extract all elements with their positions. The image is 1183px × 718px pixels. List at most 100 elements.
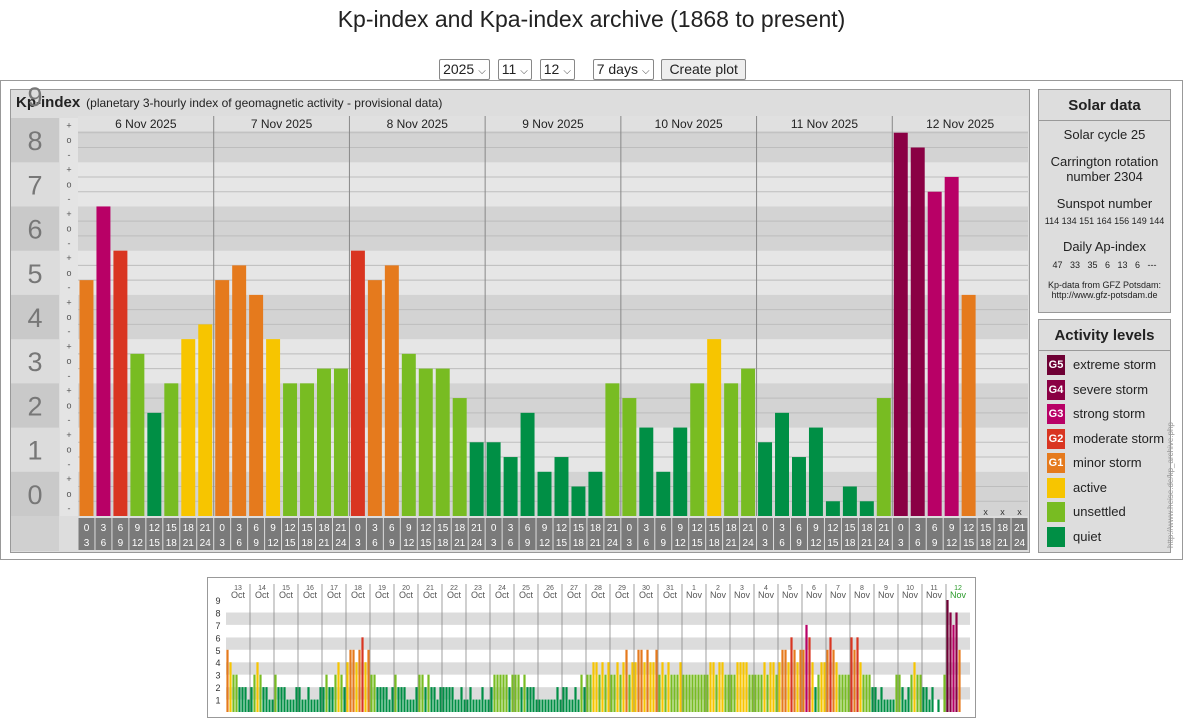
source-link[interactable]: http://www.gfz-potsdam.de xyxy=(1051,290,1158,300)
interval-cell xyxy=(349,518,366,550)
interval-start: 0 xyxy=(219,523,225,534)
interval-cell xyxy=(502,518,519,550)
kp-bar xyxy=(520,412,535,516)
sub-tick-label: - xyxy=(68,504,71,514)
plot-controls: 2025 ⌵ 11 ⌵ 12 ⌵ 7 days ⌵ Create plot xyxy=(0,59,1183,80)
activity-level-swatch: G3 xyxy=(1047,404,1065,424)
interval-end: 18 xyxy=(709,538,721,549)
overview-frame xyxy=(207,577,976,718)
day-header-cell xyxy=(756,116,893,131)
sunspot-label: Sunspot number xyxy=(1056,196,1153,211)
interval-cell xyxy=(112,518,129,550)
kp-bar xyxy=(876,398,891,516)
month-select[interactable]: 11 ⌵ xyxy=(497,59,532,80)
day-select[interactable]: 12 ⌵ xyxy=(539,59,575,80)
panel-title: Kp-index xyxy=(16,94,81,111)
interval-cell xyxy=(1011,518,1028,550)
interval-cell xyxy=(180,518,197,550)
day-header-cell xyxy=(213,116,350,131)
interval-end: 12 xyxy=(268,538,280,549)
interval-cell xyxy=(841,518,858,550)
kp-bar xyxy=(130,353,145,516)
y-axis-band xyxy=(11,339,59,384)
interval-end: 3 xyxy=(762,538,768,549)
y-axis-band xyxy=(11,294,59,340)
day-header-cell xyxy=(620,116,757,131)
kp-bar xyxy=(266,339,281,516)
interval-end: 9 xyxy=(796,538,802,549)
interval-end: 18 xyxy=(573,538,585,549)
create-plot-button[interactable]: Create plot xyxy=(661,59,746,80)
kp-bar xyxy=(198,324,213,516)
sub-tick-label: - xyxy=(68,415,71,425)
interval-cell xyxy=(672,518,689,550)
interval-start: 3 xyxy=(508,523,514,534)
kp-bar xyxy=(605,383,620,516)
interval-end: 9 xyxy=(118,538,124,549)
interval-cell xyxy=(366,518,383,550)
sub-tick-label: + xyxy=(66,253,71,263)
kp-bar xyxy=(961,294,976,516)
interval-start: 3 xyxy=(644,523,650,534)
interval-cell xyxy=(587,518,604,550)
interval-start: 21 xyxy=(200,523,212,534)
activity-level-swatch: G4 xyxy=(1047,379,1065,400)
activity-level-label: moderate storm xyxy=(1073,430,1165,446)
kp-bar xyxy=(537,471,552,516)
interval-cell xyxy=(909,518,926,550)
kp-bar xyxy=(775,412,789,516)
interval-start: 3 xyxy=(915,523,921,534)
y-tick-label: 0 xyxy=(27,480,42,510)
interval-end: 12 xyxy=(132,538,144,549)
y-axis-band xyxy=(11,471,59,516)
kp-band xyxy=(78,206,1028,251)
interval-end: 6 xyxy=(644,538,650,549)
interval-cell xyxy=(757,518,774,550)
sub-tick-label: + xyxy=(66,430,71,440)
sub-tick-label: - xyxy=(68,459,71,469)
year-select[interactable]: 2025 ⌵ xyxy=(439,59,490,80)
interval-end: 15 xyxy=(149,538,161,549)
interval-end: 6 xyxy=(779,538,785,549)
interval-cell xyxy=(824,518,841,550)
kp-bar xyxy=(232,265,247,516)
day-header-cell xyxy=(78,116,214,131)
interval-cell xyxy=(95,518,112,550)
interval-end: 12 xyxy=(539,538,551,549)
sub-tick-label: o xyxy=(66,224,71,234)
interval-end: 6 xyxy=(101,538,107,549)
kp-bar xyxy=(741,368,756,516)
interval-end: 12 xyxy=(946,538,958,549)
interval-start: 3 xyxy=(236,523,242,534)
range-select[interactable]: 7 days ⌵ xyxy=(592,59,654,80)
interval-start: 6 xyxy=(389,523,395,534)
sub-tick-label: + xyxy=(66,386,71,396)
interval-cell xyxy=(434,518,451,550)
day-header: 12 Nov 2025 xyxy=(926,117,994,131)
sub-tick-label: - xyxy=(68,194,71,204)
carrington-number: number 2304 xyxy=(1066,169,1143,184)
activity-level-label: active xyxy=(1073,479,1107,495)
kp-bar xyxy=(418,368,433,516)
y-tick-label: 7 xyxy=(27,170,42,200)
interval-start: 6 xyxy=(525,523,531,534)
sub-tick-label: o xyxy=(66,135,71,145)
interval-cell xyxy=(451,518,468,550)
interval-start: 12 xyxy=(149,523,161,534)
activity-level-swatch: G5 xyxy=(1047,355,1065,375)
interval-end: 3 xyxy=(898,538,904,549)
interval-end: 15 xyxy=(556,538,568,549)
interval-end: 21 xyxy=(590,538,602,549)
day-header: 10 Nov 2025 xyxy=(655,117,723,131)
interval-cell xyxy=(78,518,95,550)
interval-start: 6 xyxy=(253,523,259,534)
missing-value-mark: x xyxy=(1017,507,1022,517)
interval-start: 0 xyxy=(898,523,904,534)
interval-start: 9 xyxy=(270,523,276,534)
y-axis-band xyxy=(11,427,59,472)
kp-bar xyxy=(707,339,722,516)
activity-level-swatch xyxy=(1047,477,1065,498)
sub-axis-column xyxy=(60,118,78,516)
interval-end: 24 xyxy=(1014,538,1026,549)
interval-end: 21 xyxy=(861,538,873,549)
